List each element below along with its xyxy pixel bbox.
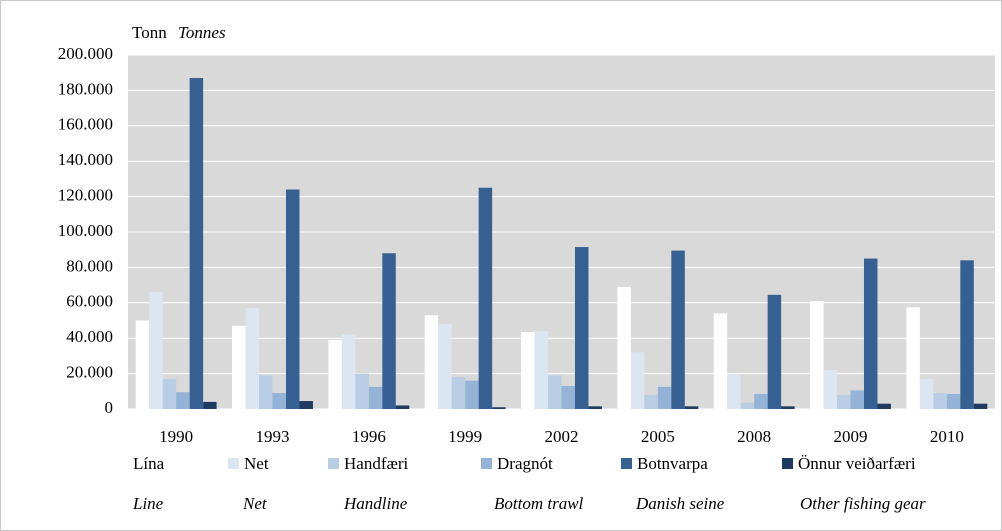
bar [285, 189, 300, 409]
legend-label: Handfæri [344, 454, 408, 473]
y-tick-label: 200.000 [58, 44, 113, 63]
bar [973, 403, 988, 409]
bar [395, 405, 410, 409]
bar [713, 313, 728, 409]
bar [382, 253, 396, 409]
legend-label: Net [244, 454, 269, 473]
bar [465, 380, 479, 409]
bar [588, 406, 602, 409]
y-tick-label: 20.000 [66, 363, 113, 382]
bar [162, 378, 177, 409]
bar [245, 308, 260, 409]
legend-swatch [481, 458, 492, 469]
x-tick-label: 1996 [352, 427, 386, 446]
legend-label-en: Handline [343, 494, 408, 513]
y-axis-label: Tonn [132, 23, 167, 42]
bar [684, 406, 699, 409]
bar [451, 377, 466, 409]
bar [823, 370, 838, 409]
bar [644, 394, 658, 409]
x-tick-label: 1993 [256, 427, 290, 446]
legend-label-en: Danish seine [635, 494, 725, 513]
bar [492, 407, 506, 409]
bar [368, 386, 383, 409]
bar [727, 374, 741, 409]
bar [657, 386, 672, 409]
bar [328, 339, 342, 409]
legend-label: Dragnót [497, 454, 553, 473]
bar [946, 393, 961, 409]
bar [906, 307, 920, 409]
bar [781, 406, 795, 409]
bar [671, 250, 685, 409]
y-tick-label: 60.000 [66, 292, 113, 311]
legend-label: Önnur veiðarfæri [798, 454, 916, 473]
legend-swatch [117, 458, 128, 469]
bar [863, 258, 878, 409]
bar [176, 392, 190, 409]
legend-label-en: Net [242, 494, 268, 513]
legend-label: Lína [133, 454, 165, 473]
bar [617, 286, 631, 409]
legend-label-en: Line [132, 494, 164, 513]
bar [850, 390, 864, 409]
bar [960, 260, 974, 409]
bar [521, 332, 535, 409]
bar [630, 352, 645, 409]
y-tick-label: 140.000 [58, 150, 113, 169]
bar [135, 320, 150, 409]
bar [341, 334, 356, 409]
x-tick-label: 1999 [448, 427, 482, 446]
bar [919, 378, 934, 409]
x-tick-label: 2008 [737, 427, 771, 446]
x-tick-label: 2002 [545, 427, 579, 446]
x-tick-label: 2005 [641, 427, 675, 446]
bar [548, 375, 562, 409]
bar [149, 292, 163, 409]
bar [299, 401, 313, 409]
bar [232, 325, 246, 409]
y-tick-label: 0 [105, 398, 114, 417]
legend-label-en: Bottom trawl [494, 494, 584, 513]
y-tick-label: 100.000 [58, 221, 113, 240]
bar [203, 401, 217, 409]
legend-label-en: Other fishing gear [800, 494, 926, 513]
bar [754, 393, 768, 409]
y-tick-label: 120.000 [58, 186, 113, 205]
bar [810, 301, 824, 409]
bar [438, 324, 452, 409]
bar [259, 375, 273, 409]
legend-label: Botnvarpa [637, 454, 708, 473]
bar [534, 331, 549, 409]
y-tick-label: 40.000 [66, 327, 113, 346]
legend-swatch [782, 458, 793, 469]
legend-swatch [328, 458, 339, 469]
bar [767, 294, 782, 409]
bar [189, 78, 204, 409]
x-tick-label: 2009 [834, 427, 868, 446]
bar [561, 385, 575, 409]
bar [355, 373, 369, 409]
y-tick-label: 80.000 [66, 256, 113, 275]
bar [424, 315, 439, 409]
y-tick-label: 180.000 [58, 79, 113, 98]
bar [272, 393, 286, 409]
y-axis-label-en: Tonnes [178, 23, 226, 42]
bar [740, 402, 755, 409]
legend-swatch [228, 458, 239, 469]
bar [478, 187, 493, 409]
y-tick-label: 160.000 [58, 115, 113, 134]
x-tick-label: 1990 [159, 427, 193, 446]
bar [837, 394, 851, 409]
x-tick-label: 2010 [930, 427, 964, 446]
legend-swatch [621, 458, 632, 469]
bar [877, 403, 891, 409]
bar [574, 247, 589, 409]
bar [933, 393, 947, 409]
